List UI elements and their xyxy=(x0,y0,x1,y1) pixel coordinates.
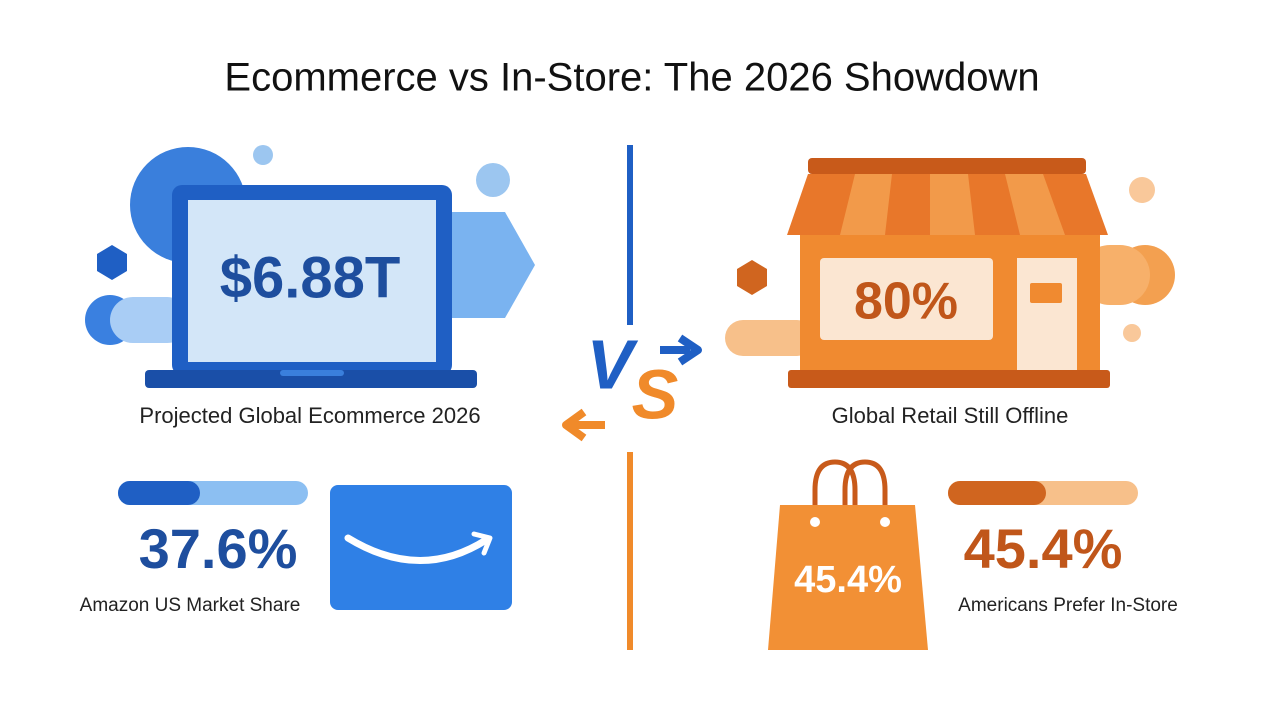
decor xyxy=(1123,324,1141,342)
amazon-logo-box xyxy=(330,485,512,610)
laptop-illustration: $6.88T xyxy=(85,145,535,388)
stat-label: Americans Prefer In-Store xyxy=(958,595,1178,616)
bag-value: 45.4% xyxy=(794,559,902,601)
shopping-bag: 45.4% xyxy=(768,459,928,650)
amazon-smile xyxy=(344,534,490,564)
headline-value: $6.88T xyxy=(220,245,401,310)
decor xyxy=(725,320,815,356)
decor xyxy=(97,245,127,280)
headline-label: Projected Global Ecommerce 2026 xyxy=(139,403,480,428)
decor xyxy=(253,145,273,165)
bag-handles xyxy=(812,459,888,522)
title: Ecommerce vs In-Store: The 2026 Showdown xyxy=(224,56,1039,100)
arrow-left xyxy=(562,408,605,442)
progress-fill xyxy=(118,481,200,505)
vs-letter: V xyxy=(587,325,639,403)
laptop-display xyxy=(188,200,436,362)
headline-label: Global Retail Still Offline xyxy=(832,403,1069,428)
stat-label: Amazon US Market Share xyxy=(80,595,301,616)
amazon-arrow xyxy=(471,531,493,556)
decor xyxy=(476,163,510,197)
bag-hole xyxy=(810,517,820,527)
decor xyxy=(1129,177,1155,203)
bag-body xyxy=(768,505,928,650)
stat-value: 37.6% xyxy=(139,517,298,580)
stat-value: 45.4% xyxy=(964,517,1123,580)
divider-bottom xyxy=(627,452,633,650)
laptop-notch xyxy=(280,370,344,376)
store-illustration: 80% xyxy=(725,158,1175,388)
decor xyxy=(737,260,767,295)
progress-fill xyxy=(948,481,1046,505)
awning-stripes xyxy=(840,174,1065,235)
bag-hole xyxy=(880,517,890,527)
awning-top xyxy=(808,158,1086,174)
decor xyxy=(110,297,190,343)
headline-value: 80% xyxy=(854,273,958,331)
door-sign xyxy=(1030,283,1062,303)
decor xyxy=(440,212,535,318)
store-door xyxy=(1017,258,1077,370)
store-sign xyxy=(820,258,993,340)
divider-top xyxy=(627,145,633,325)
laptop-base xyxy=(145,370,477,388)
arrow-right xyxy=(660,334,702,366)
vs-letter: S xyxy=(632,355,679,433)
store-base xyxy=(788,370,1110,388)
